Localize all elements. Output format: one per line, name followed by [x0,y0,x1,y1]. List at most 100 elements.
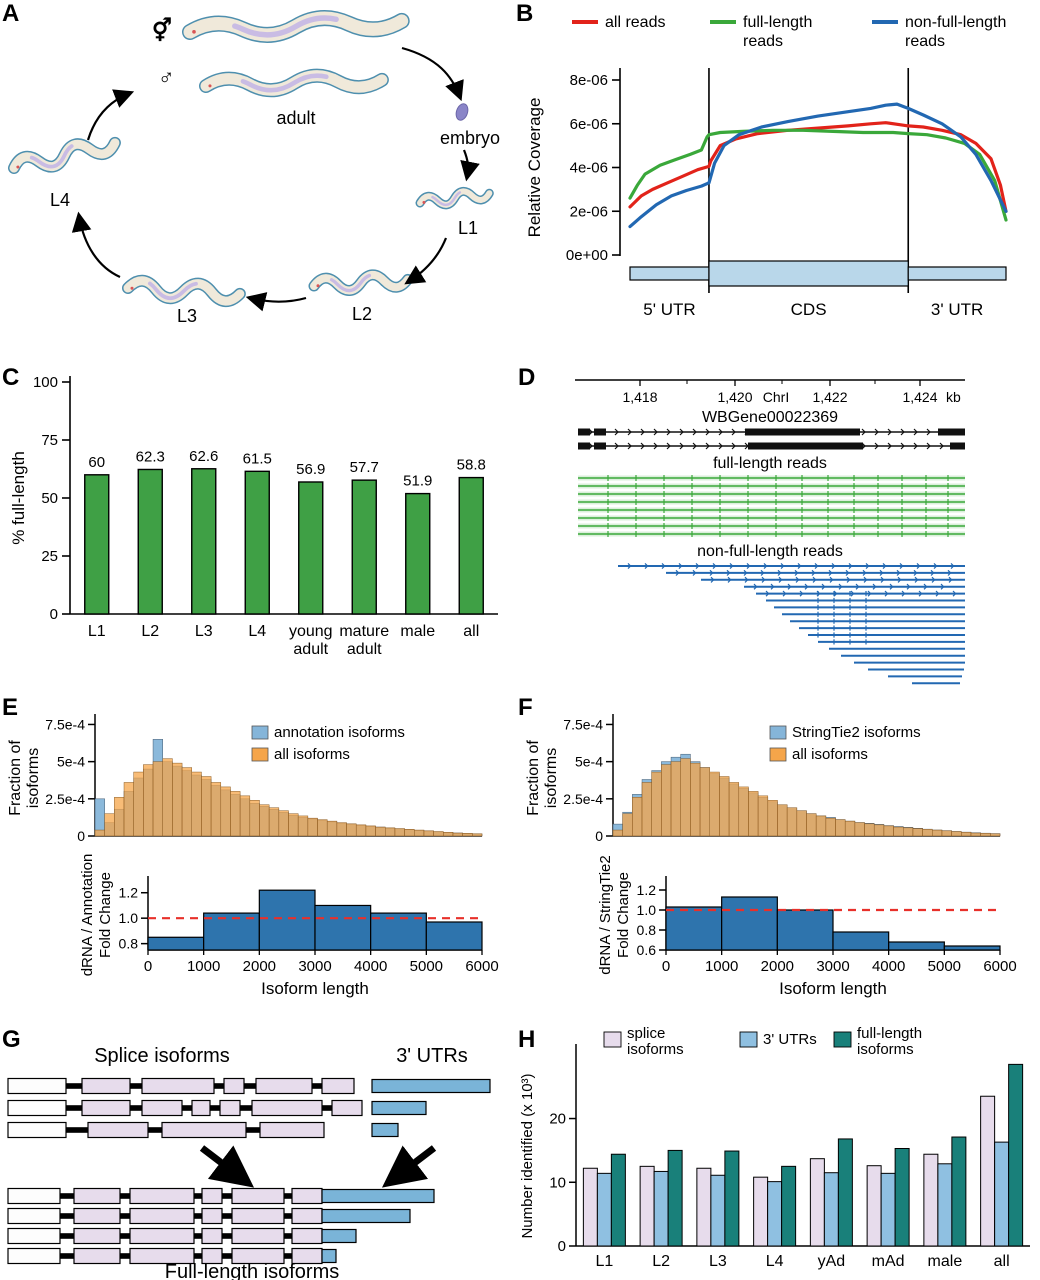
y-tick-label: 1.0 [119,910,139,926]
bar [696,1167,712,1247]
x-tick-label: 0 [144,958,152,975]
hist-bar-series2 [738,786,749,837]
bar [1008,1063,1024,1247]
legend-label: reads [905,33,945,50]
hist-bar-series2 [661,764,672,837]
y-tick-label: 2.5e-4 [563,791,603,807]
hist-bar-series2 [433,831,444,837]
hist-bar-series2 [336,822,347,837]
x-tick-label: young [289,623,333,640]
y-tick-label: 20 [549,1111,566,1128]
fold-change-bar [943,945,1001,951]
cycle-arrow [460,149,480,182]
hist-bar-series2 [191,771,202,837]
gene-model-3utr [907,266,1007,281]
y-tick-label: 100 [33,374,58,391]
legend-label: non-full-length [905,14,1006,31]
x-tick-label: 4000 [354,958,387,975]
hist-bar-series2 [709,771,720,837]
bar [458,476,484,615]
hist-bar-series2 [757,795,769,837]
hist-bar-series2 [220,786,231,837]
legend-label: full-length [857,1025,922,1042]
merge-arrow [199,1145,255,1188]
y-axis-label: dRNA / StringTie2 [597,855,614,975]
l3-worm [122,274,246,308]
ruler-tick-label: 1,420 [717,389,752,405]
hist-bar-series2 [346,823,357,837]
l1-worm [415,186,494,210]
bar [191,468,217,615]
bar [809,1158,825,1247]
hist-bar-series2 [932,829,943,837]
hist-bar-series2 [414,829,425,837]
stage-label-l2: L2 [352,304,372,324]
legend-label: isoforms [627,1041,684,1058]
x-tick-label: 6000 [983,958,1016,975]
y-tick-label: 5e-4 [575,754,603,770]
hist-bar-series2 [641,782,652,837]
y-tick-label: 0e+00 [566,247,608,264]
hist-bar-series2 [893,826,904,837]
bar [937,1163,953,1247]
bar [351,479,377,615]
x-tick-label: L1 [88,623,106,640]
x-tick-label: male [928,1253,963,1270]
ruler-tick-label: 1,418 [622,389,657,405]
panel-label-e: E [2,694,19,721]
legend-label: StringTie2 isoforms [792,724,921,741]
hist-bar-series2 [297,815,309,837]
hist-bar-series2 [104,813,115,837]
hist-bar-series2 [844,820,856,837]
panel-label-f: F [518,694,533,721]
y-tick-label: 7.5e-4 [45,716,85,732]
utr-bar [371,1122,399,1138]
hist-bar-series2 [612,829,623,837]
stage-label-adult: adult [276,108,315,128]
hist-bar-series2 [786,807,798,837]
bar [582,1167,598,1247]
legend-label: reads [743,33,783,50]
l2-worm [308,269,414,297]
x-tick-label: L1 [595,1253,613,1270]
y-tick-label: 50 [41,490,58,507]
bar [137,468,163,615]
bar [880,1172,896,1247]
hist-bar-series2 [951,831,962,837]
y-axis-label: Fold Change [97,872,114,958]
x-tick-label: L4 [766,1253,784,1270]
bar [894,1147,910,1247]
x-tick-label: L4 [248,623,266,640]
hist-bar-series2 [133,771,144,837]
x-tick-label: 6000 [465,958,498,975]
hist-bar-series2 [767,800,778,837]
hist-bar-series2 [903,827,914,837]
hist-bar-series2 [249,800,260,837]
region-label: CDS [791,300,827,319]
hist-bar-series2 [472,833,483,837]
bar [781,1165,797,1247]
hist-bar-series2 [835,819,846,837]
hist-bar-series2 [162,758,173,837]
hist-bar-series2 [699,767,710,837]
panel-a-lifecycle-diagram: ⚥ ♂ adult embryo L1 L2 L3 L4 [8,10,500,326]
hist-bar-series2 [123,782,134,837]
legend-swatch [739,1031,758,1048]
bar-value-label: 60 [88,454,105,471]
y-axis-label: % full-length [9,451,28,545]
bar [710,1174,726,1247]
gene-model-5utr [629,266,710,281]
hist-bar-series2 [394,828,405,837]
hist-bar-series2 [806,813,817,837]
y-tick-label: 2.5e-4 [45,791,85,807]
hist-bar-series2 [864,823,875,837]
fold-change-bar [832,931,890,951]
fold-change-bar [665,906,723,951]
hist-bar-series2 [825,817,836,837]
panel-d-genome-browser: 1,418 1,420 1,422 1,424 ChrI kb WBGene00022369… [575,379,965,685]
hist-bar-series2 [201,776,212,837]
fold-change-bar [721,896,778,951]
gene-name-label: WBGene00022369 [702,409,838,426]
hist-bar-series2 [307,817,318,837]
